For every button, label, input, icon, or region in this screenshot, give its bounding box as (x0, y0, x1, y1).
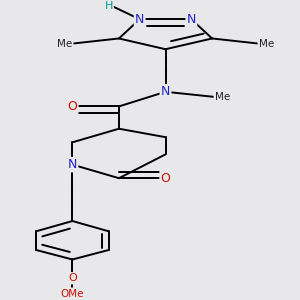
Text: O: O (68, 100, 77, 113)
Text: N: N (68, 158, 77, 171)
Text: O: O (68, 273, 77, 283)
Text: Me: Me (259, 39, 274, 49)
Text: OMe: OMe (61, 289, 84, 298)
Text: N: N (161, 85, 170, 98)
Text: O: O (160, 172, 170, 185)
Text: Me: Me (215, 92, 230, 102)
Text: N: N (135, 13, 144, 26)
Text: N: N (187, 13, 196, 26)
Text: H: H (104, 2, 113, 11)
Text: Me: Me (57, 39, 72, 49)
